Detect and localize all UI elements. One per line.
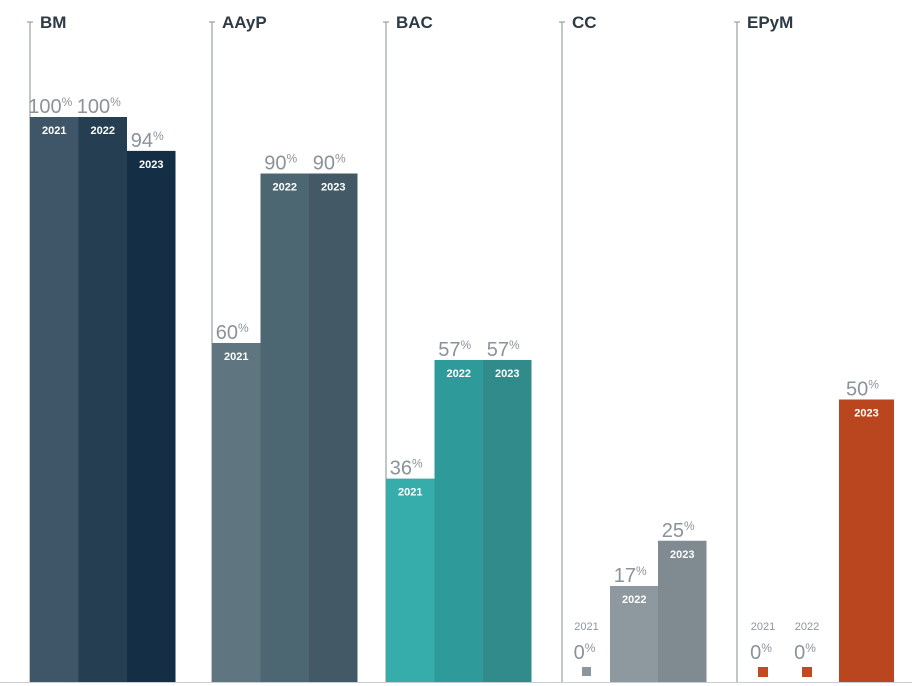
bar-value-label: 17% bbox=[614, 564, 647, 587]
bar bbox=[78, 117, 127, 682]
bar-year-label: 2021 bbox=[398, 487, 422, 499]
bar-year-label: 2023 bbox=[321, 182, 345, 194]
bar-year-label: 2022 bbox=[622, 594, 646, 606]
bar bbox=[483, 359, 532, 682]
zero-value-marker bbox=[582, 667, 591, 676]
bar bbox=[30, 117, 79, 682]
bar-value-label: 50% bbox=[846, 378, 879, 401]
bar-value-label: 94% bbox=[131, 129, 164, 152]
bar-year-label: 2023 bbox=[139, 159, 163, 171]
bar-value-label: 100% bbox=[77, 95, 121, 118]
category-label: BAC bbox=[396, 13, 433, 32]
bar bbox=[260, 173, 309, 682]
category-label: CC bbox=[572, 13, 597, 32]
bar bbox=[309, 173, 358, 682]
bar-year-label: 2022 bbox=[447, 368, 471, 380]
bar-value-label: 57% bbox=[487, 338, 520, 361]
bar-year-label: 2023 bbox=[495, 368, 519, 380]
bar-year-label: 2022 bbox=[795, 621, 819, 633]
bar-year-label: 2021 bbox=[42, 125, 66, 137]
category-label: AAyP bbox=[222, 13, 267, 32]
zero-value-marker bbox=[802, 667, 812, 677]
category-label: BM bbox=[40, 13, 66, 32]
bar-value-label: 36% bbox=[390, 457, 423, 480]
bar-year-label: 2021 bbox=[574, 621, 598, 633]
category-label: EPyM bbox=[747, 13, 793, 32]
bar-value-label: 90% bbox=[313, 152, 346, 175]
bar bbox=[658, 540, 707, 682]
bar-year-label: 2022 bbox=[91, 125, 115, 137]
bar bbox=[434, 359, 483, 682]
bar-value-label: 100% bbox=[28, 95, 72, 118]
bar-year-label: 2021 bbox=[224, 351, 248, 363]
bar bbox=[839, 399, 894, 682]
bar bbox=[212, 343, 261, 682]
bar-year-label: 2023 bbox=[854, 408, 878, 420]
bar-value-label: 90% bbox=[264, 152, 297, 175]
bar-year-label: 2023 bbox=[670, 549, 694, 561]
bar bbox=[610, 585, 659, 682]
zero-value-marker bbox=[758, 667, 768, 677]
bar-value-label: 60% bbox=[216, 321, 249, 344]
bar-value-label: 25% bbox=[662, 519, 695, 542]
bar-year-label: 2021 bbox=[751, 621, 775, 633]
bar-value-label: 0% bbox=[750, 641, 772, 664]
bar-value-label: 57% bbox=[438, 338, 471, 361]
bar bbox=[386, 478, 435, 682]
bar bbox=[127, 150, 176, 682]
bar-year-label: 2022 bbox=[273, 182, 297, 194]
bar-value-label: 0% bbox=[794, 641, 816, 664]
bar-value-label: 0% bbox=[574, 641, 596, 664]
